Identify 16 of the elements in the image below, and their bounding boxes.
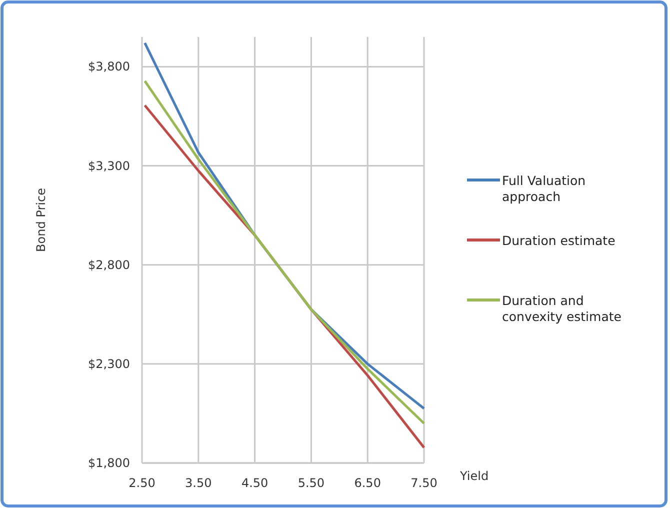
x-axis-title: Yield <box>459 469 489 483</box>
legend-label: Full Valuation approach <box>502 173 586 204</box>
y-tick-label: $3,800 <box>88 60 130 74</box>
x-tick-label: 2.50 <box>128 476 156 490</box>
y-tick-label: $2,300 <box>88 356 130 371</box>
x-tick-label: 4.50 <box>241 476 268 490</box>
y-tick-label: $1,800 <box>88 456 130 470</box>
legend-label: Duration estimate <box>502 233 616 248</box>
y-tick-label: $2,800 <box>88 258 130 272</box>
x-tick-label: 6.50 <box>354 476 381 490</box>
x-tick-label: 7.50 <box>410 476 438 490</box>
y-axis-title: Bond Price <box>34 188 48 252</box>
x-tick-label: 5.50 <box>298 476 325 490</box>
x-tick-label: 3.50 <box>185 476 212 490</box>
y-tick-label: $3,300 <box>88 158 130 173</box>
legend-label: Duration and convexity estimate <box>502 293 622 324</box>
